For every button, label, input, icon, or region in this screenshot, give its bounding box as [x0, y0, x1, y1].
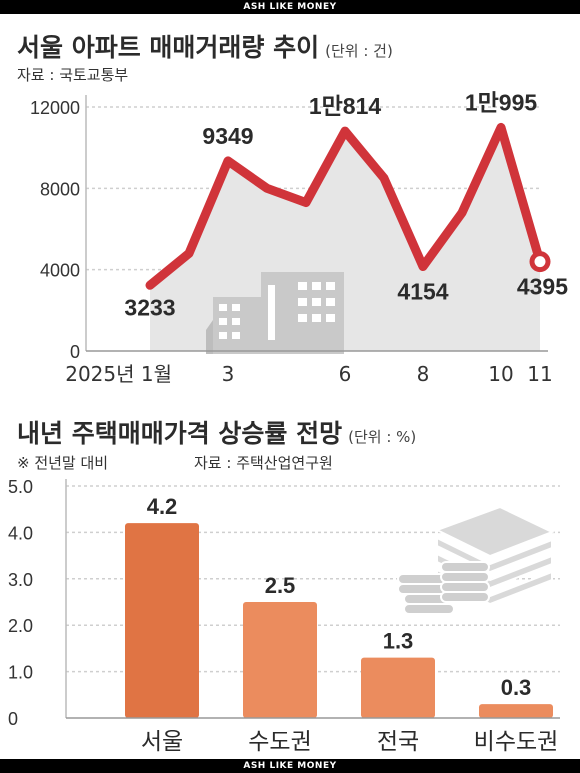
- line-chart-data-label: 1만995: [465, 89, 538, 115]
- bar-chart-bars: [125, 523, 553, 718]
- bar-chart-y-tick: 1.0: [8, 663, 33, 683]
- line-chart-data-label: 1만814: [309, 93, 382, 119]
- line-chart-x-tick: 2025년 1월: [65, 362, 172, 386]
- bar-chart-axis: [65, 479, 560, 719]
- line-chart-source: 자료 : 국토교통부: [17, 66, 129, 84]
- line-chart-x-tick: 10: [488, 362, 513, 386]
- line-chart-point: [497, 123, 505, 131]
- line-chart-data-label: 4395: [517, 274, 568, 300]
- line-chart-unit: (단위 : 건): [325, 42, 393, 60]
- line-chart-x-tick: 3: [222, 362, 235, 386]
- line-chart-y-tick: 4000: [40, 261, 80, 281]
- bar-chart: 0 1.0 2.0 3.0 4.0 5.0 4.2 서울 2.5 수도권 1.3 전국 0.3 비수도권: [8, 477, 560, 755]
- line-chart-axis: [85, 95, 548, 352]
- bar-chart-category-label: 전국: [377, 729, 419, 755]
- bar-chart-value-label: 2.5: [265, 573, 296, 598]
- bar-chart-category-label: 서울: [141, 729, 183, 755]
- bar-chart-value-label: 4.2: [147, 494, 178, 519]
- bar-chart-bar: [361, 657, 435, 718]
- line-chart-data-label: 3233: [124, 294, 175, 320]
- line-chart-point: [458, 209, 466, 217]
- bar-chart-labels: 0 1.0 2.0 3.0 4.0 5.0 4.2 서울 2.5 수도권 1.3 전국 0.3 비수도권: [8, 477, 558, 755]
- bar-chart-value-label: 0.3: [501, 675, 532, 700]
- bar-chart-y-tick: 2.0: [8, 616, 33, 636]
- line-chart-title: 서울 아파트 매매거래량 추이: [17, 33, 320, 62]
- line-chart-point: [419, 263, 427, 271]
- line-chart-x-tick: 6: [339, 362, 352, 386]
- line-chart-area: [150, 127, 540, 351]
- watermark-bottom: ASH LIKE MONEY: [0, 759, 580, 773]
- bar-chart-bar: [243, 602, 317, 718]
- bar-chart-source: 자료 : 주택산업연구원: [194, 454, 333, 472]
- line-chart-x-tick: 8: [417, 362, 430, 386]
- line-chart-point: [380, 174, 388, 182]
- bar-chart-category-label: 수도권: [248, 729, 311, 755]
- line-chart-point: [341, 127, 349, 135]
- line-chart-y-tick: 0: [70, 342, 80, 362]
- bar-chart-title: 내년 주택매매가격 상승률 전망: [17, 419, 343, 448]
- line-chart-point: [302, 199, 310, 207]
- line-chart-point: [529, 251, 551, 273]
- bar-chart-note: ※ 전년말 대비: [17, 454, 109, 472]
- bar-chart-bar: [479, 704, 553, 718]
- line-chart-y-tick: 12000: [30, 98, 80, 118]
- line-chart-point: [263, 184, 271, 192]
- watermark-top: ASH LIKE MONEY: [0, 0, 580, 14]
- line-chart: 3233 9349 1만814 4154 1만995 4395 0 4000 8000 1200…: [30, 89, 568, 386]
- line-chart-point: [185, 249, 193, 257]
- line-chart-data-label: 4154: [397, 279, 448, 305]
- bar-chart-category-label: 비수도권: [474, 729, 559, 755]
- building-icon: [206, 272, 344, 354]
- line-chart-title-row: 서울 아파트 매매거래량 추이 (단위 : 건): [17, 28, 393, 64]
- line-chart-series: [145, 122, 551, 290]
- line-chart-point: [146, 281, 154, 289]
- bar-chart-bar: [125, 523, 199, 718]
- bar-chart-y-tick: 0: [8, 709, 18, 729]
- bar-chart-y-tick: 4.0: [8, 523, 33, 543]
- line-chart-point: [224, 157, 232, 165]
- bar-chart-y-tick: 5.0: [8, 477, 33, 497]
- line-chart-x-tick: 11: [527, 362, 552, 386]
- line-chart-area-fill: [150, 127, 540, 351]
- line-chart-data-label: 9349: [202, 123, 253, 149]
- bar-chart-unit: (단위 : %): [348, 428, 417, 446]
- money-stack-icon: [397, 505, 555, 615]
- line-chart-y-tick: 8000: [40, 179, 80, 199]
- line-chart-tick-labels: 0 4000 8000 12000 2025년 1월 3 6 8 10 11: [30, 98, 553, 386]
- line-chart-data-labels: 3233 9349 1만814 4154 1만995 4395: [124, 89, 568, 320]
- bar-chart-y-tick: 3.0: [8, 570, 33, 590]
- bar-chart-title-row: 내년 주택매매가격 상승률 전망 (단위 : %): [17, 414, 416, 450]
- bar-chart-value-label: 1.3: [383, 629, 414, 654]
